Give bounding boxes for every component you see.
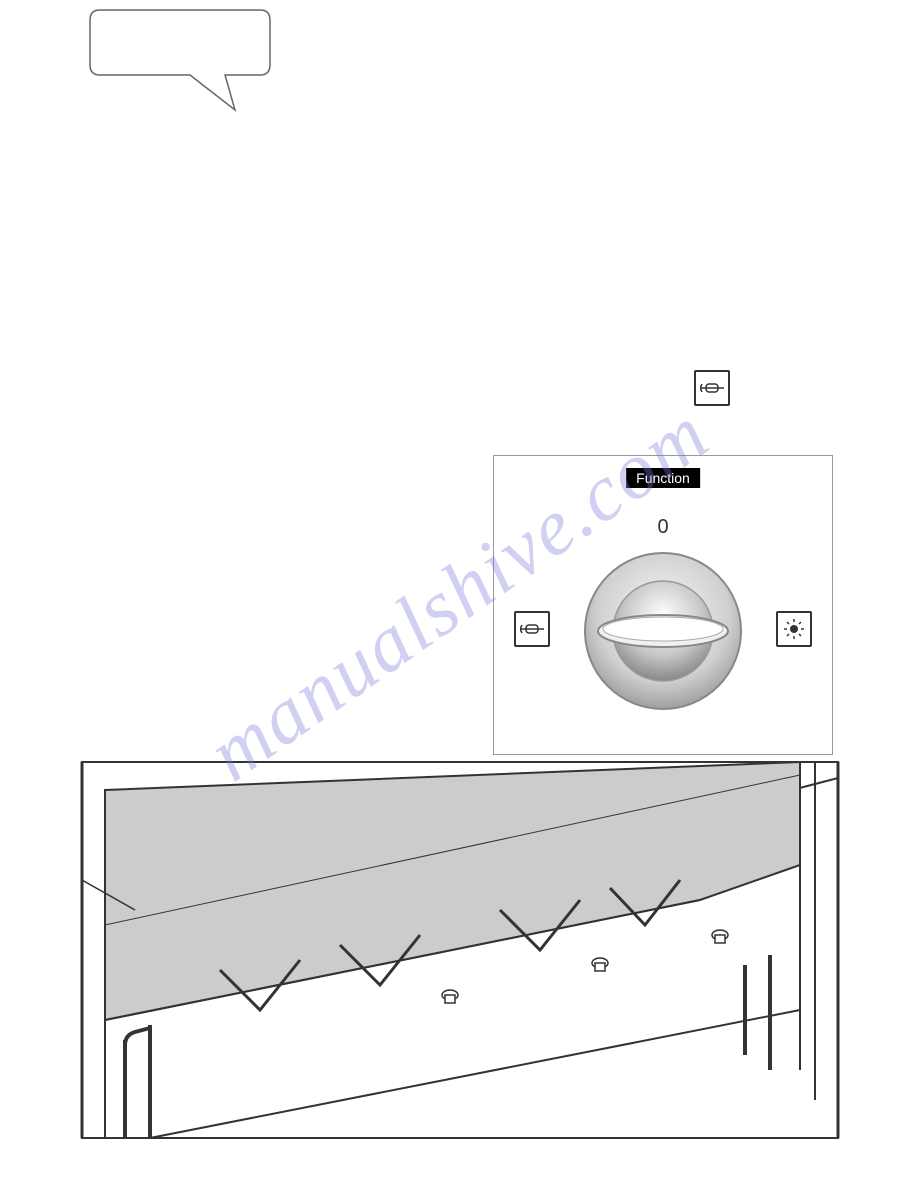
rotisserie-icon [700, 381, 724, 395]
function-label: Function [626, 468, 700, 488]
rotisserie-icon [520, 622, 544, 636]
rotisserie-icon-left [514, 611, 550, 647]
light-icon [783, 618, 805, 640]
callout-bubble [80, 0, 280, 90]
oven-interior-diagram [80, 760, 840, 1140]
light-icon-right [776, 611, 812, 647]
rotisserie-icon-top [694, 370, 730, 406]
zero-position-label: 0 [657, 516, 668, 539]
function-knob[interactable] [578, 546, 748, 716]
function-knob-panel: Function 0 [493, 455, 833, 755]
